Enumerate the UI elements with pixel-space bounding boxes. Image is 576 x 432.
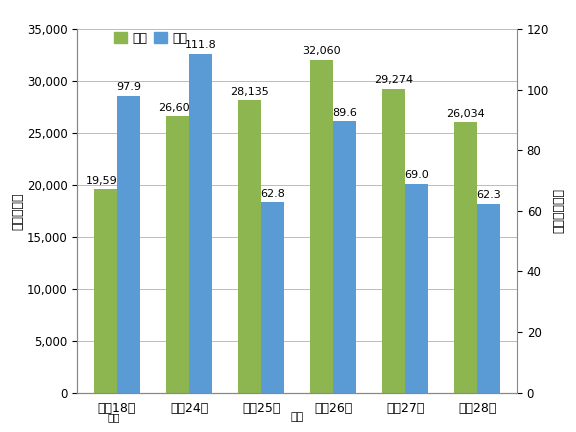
Y-axis label: 点数（万点）: 点数（万点） <box>552 188 565 233</box>
Text: 62.8: 62.8 <box>260 189 285 199</box>
Bar <box>238 100 261 393</box>
Bar <box>334 121 357 393</box>
Bar <box>189 54 212 393</box>
Text: 69.0: 69.0 <box>404 170 429 180</box>
Legend: 件数, 点数: 件数, 点数 <box>115 32 187 44</box>
Text: 28,135: 28,135 <box>230 87 269 97</box>
Bar <box>454 122 478 393</box>
Bar <box>406 184 429 393</box>
Bar <box>478 204 501 393</box>
Y-axis label: 件数（件）: 件数（件） <box>11 192 24 229</box>
Bar <box>310 60 334 393</box>
Bar <box>166 116 189 393</box>
Bar <box>117 96 140 393</box>
Text: 〱〱: 〱〱 <box>108 413 120 422</box>
Text: 26,607: 26,607 <box>158 103 197 113</box>
Text: 89.6: 89.6 <box>332 108 357 118</box>
Bar <box>382 89 406 393</box>
Bar <box>94 189 117 393</box>
Text: 111.8: 111.8 <box>185 40 217 50</box>
Text: 32,060: 32,060 <box>302 47 341 57</box>
Text: 97.9: 97.9 <box>116 83 141 92</box>
Text: 〱〱: 〱〱 <box>290 412 304 422</box>
Text: 19,591: 19,591 <box>86 176 125 186</box>
Bar <box>261 202 284 393</box>
Text: 62.3: 62.3 <box>476 190 501 200</box>
Text: 29,274: 29,274 <box>374 76 414 86</box>
Text: 26,034: 26,034 <box>446 109 485 119</box>
